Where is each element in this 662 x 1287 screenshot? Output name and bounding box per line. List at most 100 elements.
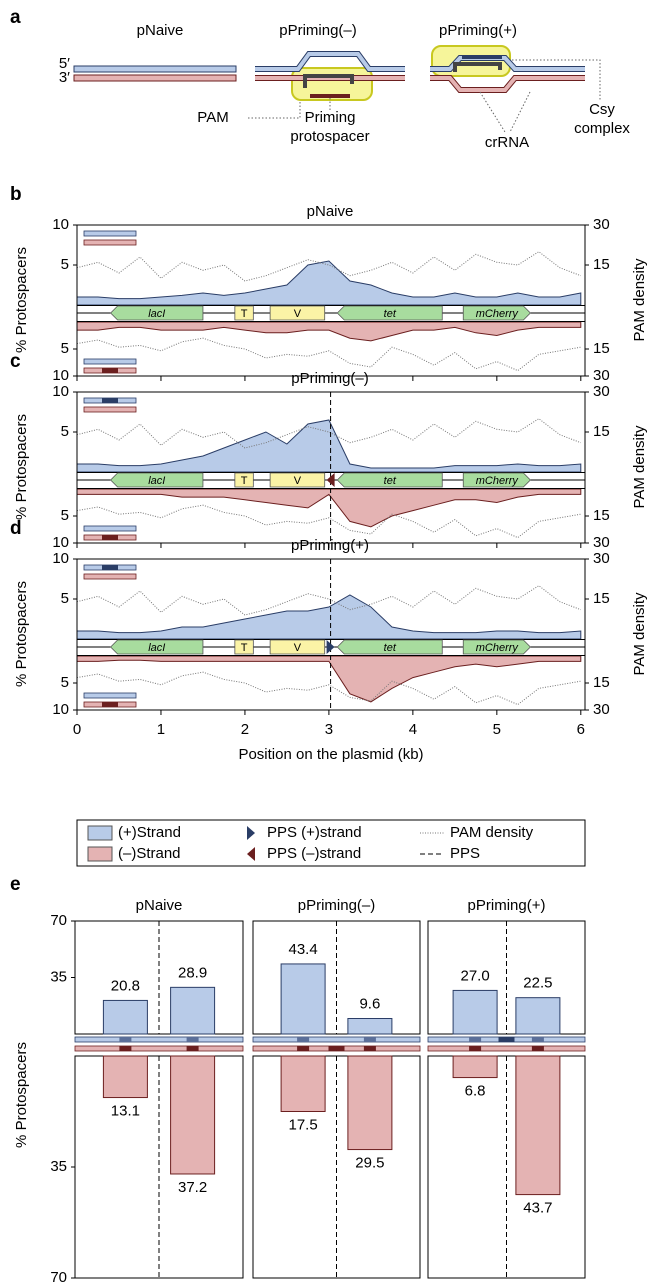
y-tick-label: 35: [50, 968, 67, 985]
strand-icon-mark: [102, 398, 118, 403]
strand-icon-mark: [297, 1037, 310, 1042]
strand-icon-mark: [119, 1046, 132, 1051]
strand-icon-mark: [102, 565, 118, 570]
legend-label: PPS: [450, 845, 480, 862]
y2-axis-label: PAM density: [631, 425, 648, 509]
value-label: 29.5: [355, 1155, 384, 1172]
strand-icon-mark: [531, 1046, 544, 1051]
schematic-title: pNaive: [137, 22, 184, 39]
x-tick-label: 0: [73, 721, 81, 738]
strand-icon: [427, 1045, 586, 1052]
y2-tick-label: 15: [593, 674, 610, 691]
strand-icon: [83, 239, 137, 246]
y-axis-label: % Protospacers: [13, 1042, 30, 1148]
value-label: 43.4: [288, 941, 317, 958]
strand-icon-mark: [119, 1037, 132, 1042]
bar: [102, 999, 148, 1035]
bar: [452, 989, 498, 1035]
y2-tick-label: 15: [593, 340, 610, 357]
x-axis-label: Position on the plasmid (kb): [238, 746, 423, 763]
gene-label: V: [294, 308, 302, 320]
panel-label: d: [10, 518, 22, 539]
pam-density-line: [76, 418, 581, 449]
strand-icon-mark: [297, 1046, 310, 1051]
y-tick-label: 10: [52, 701, 69, 718]
strand-icon: [83, 525, 137, 532]
x-tick-label: 5: [493, 721, 501, 738]
gene-label: lacI: [148, 475, 165, 487]
value-label: 20.8: [111, 977, 140, 994]
callout: Csy: [589, 101, 615, 118]
x-tick-label: 3: [325, 721, 333, 738]
gene: [336, 472, 443, 488]
x-tick-label: 4: [409, 721, 417, 738]
x-tick-label: 2: [241, 721, 249, 738]
pam-density-line: [76, 251, 581, 282]
y-tick-label: 10: [52, 534, 69, 551]
strand-area: [76, 260, 582, 306]
strand-icon-mark: [102, 535, 118, 540]
pps-mark: [498, 1037, 515, 1042]
gene: [462, 305, 531, 321]
legend-box: [76, 819, 586, 867]
gene-label: lacI: [148, 642, 165, 654]
y-tick-label: 10: [52, 216, 69, 233]
bar: [280, 1055, 326, 1112]
value-label: 22.5: [523, 975, 552, 992]
bar: [170, 1055, 216, 1175]
value-label: 17.5: [288, 1116, 317, 1133]
y2-tick-label: 15: [593, 256, 610, 273]
callout: protospacer: [290, 128, 369, 145]
y-tick-label: 5: [61, 423, 69, 440]
panel-label: b: [10, 184, 22, 205]
gene: [110, 639, 204, 655]
legend-label: PPS (+)strand: [267, 824, 362, 841]
y-tick-label: 5: [61, 674, 69, 691]
panel-label: e: [10, 874, 21, 895]
gene: [234, 305, 254, 321]
bar: [452, 1055, 498, 1079]
crrna: [303, 74, 354, 88]
pps-marker: [326, 640, 335, 654]
gene-label: T: [241, 475, 248, 487]
strand-area: [76, 488, 582, 528]
y2-tick-label: 30: [593, 383, 610, 400]
pam-density-line: [76, 337, 581, 372]
value-label: 28.9: [178, 964, 207, 981]
value-label: 6.8: [465, 1083, 486, 1100]
protospacer: [462, 55, 502, 59]
y-tick-label: 70: [50, 1269, 67, 1286]
y-tick-label: 10: [52, 367, 69, 384]
y-axis-label: % Protospacers: [13, 247, 30, 353]
gene: [110, 305, 204, 321]
gene: [110, 472, 204, 488]
y-axis-label: % Protospacers: [13, 414, 30, 520]
bar: [347, 1055, 393, 1151]
strand-area: [76, 321, 582, 342]
legend-label: (+)Strand: [118, 824, 181, 841]
strand-area: [76, 655, 582, 703]
value-label: 43.7: [523, 1200, 552, 1217]
pam-density-line: [76, 504, 581, 539]
protospacer: [310, 94, 350, 98]
strand-icon-mark: [469, 1046, 482, 1051]
strand: [430, 76, 585, 92]
strand-area: [76, 419, 582, 473]
gene: [269, 472, 326, 488]
gene-label: V: [294, 642, 302, 654]
frame: [76, 224, 586, 377]
strand-icon-mark: [186, 1046, 199, 1051]
y2-tick-label: 30: [593, 534, 610, 551]
strand-icon: [83, 692, 137, 699]
gene-label: mCherry: [476, 475, 520, 487]
strand-icon: [83, 573, 137, 580]
value-label: 9.6: [359, 995, 380, 1012]
strand: [73, 65, 237, 73]
callout: PAM: [197, 109, 228, 126]
gene: [269, 639, 326, 655]
gene-label: tet: [384, 475, 397, 487]
bar: [347, 1018, 393, 1035]
callout: Priming: [305, 109, 356, 126]
pps-marker: [247, 847, 255, 861]
strand-icon: [83, 406, 137, 413]
